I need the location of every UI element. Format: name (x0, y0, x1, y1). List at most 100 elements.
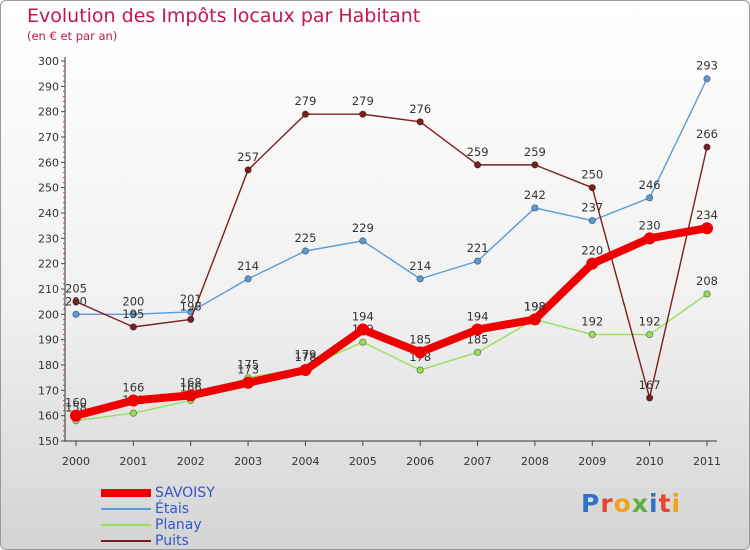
data-label: 220 (581, 244, 603, 258)
data-point (72, 310, 80, 318)
y-tick-label: 270 (38, 131, 59, 144)
data-label: 230 (639, 218, 661, 232)
y-tick-label: 280 (38, 106, 59, 119)
data-label: 276 (409, 102, 431, 116)
data-label: 160 (65, 396, 87, 410)
data-point (242, 376, 255, 389)
data-point (531, 204, 539, 212)
data-label: 266 (696, 127, 718, 141)
data-label: 234 (696, 208, 718, 222)
data-point (359, 338, 367, 346)
data-label: 257 (237, 150, 259, 164)
x-tick-label: 2008 (521, 455, 549, 468)
data-label: 259 (467, 145, 489, 159)
x-tick-label: 2001 (119, 455, 147, 468)
data-label: 214 (409, 259, 431, 273)
data-point (184, 389, 197, 402)
data-label: 198 (524, 299, 546, 313)
x-tick-label: 2005 (349, 455, 377, 468)
data-point (416, 366, 424, 374)
data-point (129, 409, 137, 417)
y-tick-label: 160 (38, 410, 59, 423)
legend-label: Puits (155, 533, 189, 549)
data-label: 179 (294, 348, 316, 362)
series-line--tais (75, 78, 708, 316)
logo-letter: o (613, 489, 632, 518)
data-label: 229 (352, 221, 374, 235)
legend-label: Planay (155, 517, 202, 533)
data-label: 214 (237, 259, 259, 273)
data-point (473, 348, 482, 356)
data-label: 221 (467, 241, 489, 255)
data-point (646, 330, 654, 339)
x-tick-label: 2010 (636, 455, 664, 468)
y-tick-label: 150 (38, 435, 59, 448)
legend-label: Étais (155, 501, 190, 517)
data-label: 279 (294, 94, 316, 108)
data-point (703, 75, 711, 83)
x-tick-label: 2000 (62, 455, 90, 468)
logo-letter: r (600, 489, 614, 518)
legend-swatch (101, 508, 151, 510)
data-point (244, 166, 252, 174)
x-tick-label: 2003 (234, 455, 262, 468)
data-label: 168 (180, 375, 202, 389)
data-point (471, 323, 484, 336)
data-point (703, 143, 711, 151)
data-point (643, 232, 656, 245)
data-label: 185 (409, 332, 431, 346)
x-tick-label: 2011 (693, 455, 721, 468)
data-point (299, 364, 312, 377)
data-label: 279 (352, 94, 374, 108)
data-point (701, 222, 713, 235)
data-label: 293 (696, 59, 718, 73)
logo-letter: i (649, 489, 659, 518)
data-point (129, 310, 137, 318)
logo-letter: x (631, 489, 649, 518)
x-tick-label: 2002 (177, 455, 205, 468)
x-tick-label: 2006 (406, 455, 434, 468)
data-point (70, 409, 82, 422)
y-tick-label: 200 (38, 308, 59, 321)
data-label: 259 (524, 145, 546, 159)
data-label: 198 (180, 299, 202, 313)
y-tick-label: 250 (38, 182, 59, 195)
data-label: 175 (237, 358, 259, 372)
data-label: 192 (639, 315, 661, 329)
legend-swatch (101, 540, 151, 542)
y-tick-label: 300 (38, 55, 59, 68)
proxiti-logo: Proxiti (581, 489, 681, 518)
data-point (473, 257, 482, 265)
data-point (72, 298, 80, 306)
series-line-savoisy (72, 224, 711, 420)
y-tick-label: 290 (38, 80, 59, 93)
y-tick-label: 210 (38, 283, 59, 296)
data-point (301, 110, 310, 118)
x-tick-label: 2004 (291, 455, 319, 468)
series-line-planay (75, 293, 708, 422)
data-point (646, 194, 654, 202)
data-label: 201 (180, 292, 202, 306)
data-point (359, 237, 367, 245)
data-label: 250 (581, 168, 603, 182)
data-label: 195 (122, 307, 144, 321)
y-tick-label: 180 (38, 359, 59, 372)
data-point (244, 275, 252, 283)
data-label: 200 (122, 294, 144, 308)
data-label: 194 (467, 310, 489, 324)
data-point (531, 161, 539, 169)
x-tick-label: 2009 (578, 455, 606, 468)
data-point (127, 394, 140, 407)
data-point (301, 247, 310, 255)
logo-letter: i (671, 489, 682, 518)
data-label: 167 (639, 378, 661, 392)
data-point (414, 346, 427, 359)
data-point (187, 315, 195, 323)
data-point (473, 161, 482, 169)
data-point (588, 184, 596, 192)
logo-letter: t (658, 489, 672, 518)
data-point (416, 118, 424, 126)
y-tick-label: 190 (38, 334, 59, 347)
data-point (588, 217, 596, 225)
